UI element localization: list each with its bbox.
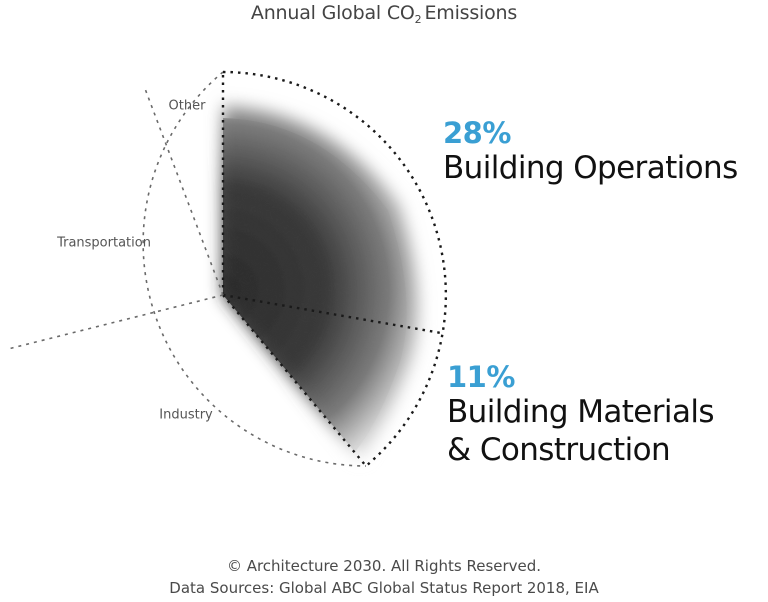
materials-percent: 11% [447,360,515,394]
subscript-two: 2 [414,13,422,26]
callout-building-materials: 11% Building Materials & Construction [447,360,715,469]
smoke-fill [223,105,419,460]
pie-outline-light [142,71,367,467]
slice-label-industry: Industry [159,407,213,423]
chart-title: Annual Global CO2 Emissions [250,2,518,26]
pie-outline-dark [222,70,448,467]
slice-label-transportation: Transportation [57,235,151,251]
materials-label-line1: Building Materials [447,394,715,430]
divider-industry-transportation [7,294,224,350]
materials-label-line2: & Construction [447,432,671,468]
footer-sources: Data Sources: Global ABC Global Status R… [169,579,599,597]
callout-building-operations: 28% Building Operations [443,117,738,187]
slice-label-other: Other [168,98,206,114]
footer-copyright: © Architecture 2030. All Rights Reserved… [226,557,542,575]
divider-transportation-other [143,85,224,296]
operations-percent: 28% [443,116,511,150]
operations-label: Building Operations [443,150,738,186]
